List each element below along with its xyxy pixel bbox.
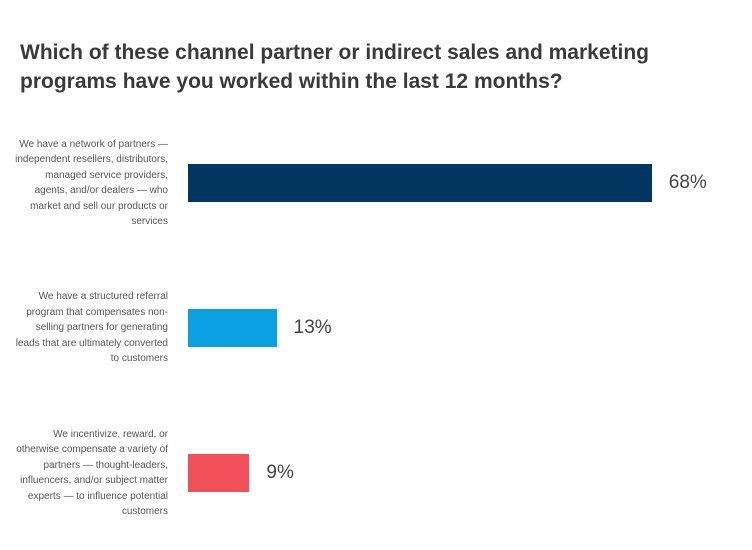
category-label: We incentivize, reward, or otherwise com… — [16, 428, 168, 518]
category-label: We have a network of partners — independ… — [15, 138, 168, 228]
value-label: 68% — [668, 172, 707, 193]
bar — [188, 164, 652, 202]
value-label: 13% — [293, 317, 332, 338]
bar — [188, 454, 250, 492]
bar — [188, 309, 277, 347]
category-label: We have a structured referral program th… — [15, 291, 168, 364]
value-label: 9% — [266, 462, 294, 483]
chart-title: Which of these channel partner or indire… — [20, 41, 649, 93]
